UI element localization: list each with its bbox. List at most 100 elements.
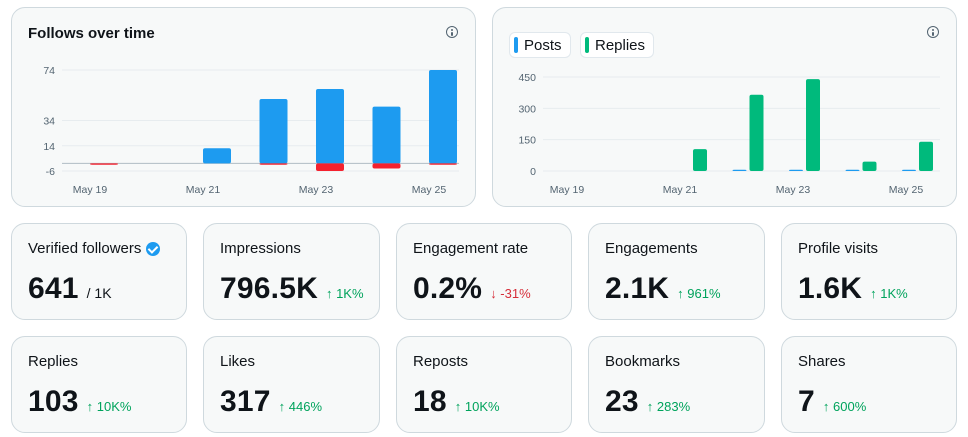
- follows-chart-card: Follows over time 74 34 14 -6 May 19 May 21 Ma…: [11, 7, 476, 207]
- follows-bar[interactable]: [429, 70, 457, 164]
- metric-delta: ↑ 446%: [278, 399, 323, 414]
- metric-profile-visits[interactable]: Profile visits 1.6K ↑ 1K%: [781, 223, 957, 320]
- info-icon[interactable]: [446, 26, 458, 38]
- y-tick-label: 150: [518, 135, 536, 147]
- x-tick-label: May 21: [663, 184, 698, 196]
- follows-chart-plot: 74 34 14 -6 May 19 May 21 May 23 May 25: [43, 65, 459, 196]
- y-tick-label: 14: [43, 141, 55, 153]
- y-tick-label: 300: [518, 103, 536, 115]
- metric-value: 2.1K: [605, 272, 670, 305]
- metric-value: 103: [28, 385, 79, 418]
- metric-replies[interactable]: Replies 103 ↑ 10K%: [11, 336, 187, 433]
- follows-chart-title: Follows over time: [28, 25, 155, 42]
- metric-value: 0.2%: [413, 272, 483, 305]
- posts-swatch: [514, 37, 518, 53]
- x-tick-label: May 25: [412, 184, 447, 196]
- metric-label: Impressions: [220, 240, 301, 257]
- replies-bar[interactable]: [806, 79, 820, 171]
- metric-goal: / 1K: [86, 285, 112, 301]
- legend-replies[interactable]: Replies: [580, 32, 655, 58]
- legend-posts-label: Posts: [524, 36, 562, 54]
- metric-value-row: 2.1K ↑ 961%: [605, 272, 721, 306]
- replies-bar[interactable]: [919, 141, 933, 171]
- metric-label: Engagements: [605, 240, 698, 257]
- verified-badge-icon: [146, 241, 161, 256]
- follows-bar[interactable]: [203, 148, 231, 164]
- unfollows-bar[interactable]: [90, 163, 118, 165]
- info-icon[interactable]: [927, 26, 939, 38]
- x-tick-label: May 25: [889, 184, 924, 196]
- metric-delta: ↓ -31%: [490, 286, 531, 301]
- metric-label-text: Verified followers: [28, 240, 142, 257]
- metric-label: Bookmarks: [605, 353, 681, 370]
- metric-delta: ↑ 10K%: [454, 399, 500, 414]
- metric-label: Verified followers: [28, 240, 161, 257]
- metric-likes[interactable]: Likes 317 ↑ 446%: [203, 336, 380, 433]
- metric-delta: ↑ 283%: [646, 399, 691, 414]
- metric-delta: ↑ 961%: [677, 286, 721, 301]
- x-tick-label: May 19: [550, 184, 585, 196]
- metric-value-row: 103 ↑ 10K%: [28, 385, 131, 419]
- metric-engagements[interactable]: Engagements 2.1K ↑ 961%: [588, 223, 765, 320]
- metric-delta: ↑ 1K%: [325, 286, 364, 301]
- metric-label: Likes: [220, 353, 256, 370]
- metric-value-row: 7 ↑ 600%: [798, 385, 866, 419]
- y-tick-label: 34: [43, 116, 55, 128]
- follows-bar[interactable]: [316, 88, 344, 164]
- activity-chart-card: Posts Replies 450 300 150 0 May 19 May 21 May …: [492, 7, 957, 207]
- metric-label: Engagement rate: [413, 240, 529, 257]
- follows-bar[interactable]: [259, 99, 288, 164]
- metric-verified-followers[interactable]: Verified followers 641 / 1K: [11, 223, 187, 320]
- metric-value-row: 23 ↑ 283%: [605, 385, 690, 419]
- replies-swatch: [585, 37, 589, 53]
- x-tick-label: May 21: [186, 184, 221, 196]
- metric-label: Profile visits: [798, 240, 879, 257]
- follows-bar[interactable]: [372, 106, 401, 164]
- x-tick-label: May 23: [776, 184, 811, 196]
- metric-value: 23: [605, 385, 639, 418]
- metric-value: 1.6K: [798, 272, 863, 305]
- metric-delta: ↑ 10K%: [86, 399, 132, 414]
- posts-bar[interactable]: [789, 169, 803, 171]
- unfollows-bar[interactable]: [372, 163, 401, 169]
- activity-chart-plot: 450 300 150 0 May 19 May 21 May 23 May 25: [518, 72, 940, 196]
- metric-value-row: 641 / 1K: [28, 272, 112, 306]
- metric-value-row: 796.5K ↑ 1K%: [220, 272, 364, 306]
- legend-replies-label: Replies: [595, 36, 646, 54]
- replies-bar[interactable]: [749, 94, 764, 171]
- metric-delta: ↑ 600%: [822, 399, 867, 414]
- y-tick-label: 74: [43, 65, 55, 77]
- metric-value-row: 0.2% ↓ -31%: [413, 272, 531, 306]
- metric-label: Replies: [28, 353, 79, 370]
- x-tick-label: May 23: [299, 184, 334, 196]
- metric-value: 641: [28, 272, 79, 305]
- metric-value: 317: [220, 385, 271, 418]
- legend-posts[interactable]: Posts: [509, 32, 571, 58]
- metric-value: 18: [413, 385, 447, 418]
- unfollows-bar[interactable]: [259, 163, 288, 165]
- metric-bookmarks[interactable]: Bookmarks 23 ↑ 283%: [588, 336, 765, 433]
- replies-bar[interactable]: [862, 161, 877, 171]
- metric-value-row: 1.6K ↑ 1K%: [798, 272, 908, 306]
- metric-impressions[interactable]: Impressions 796.5K ↑ 1K%: [203, 223, 380, 320]
- metric-delta: ↑ 1K%: [870, 286, 908, 301]
- metric-engagement-rate[interactable]: Engagement rate 0.2% ↓ -31%: [396, 223, 572, 320]
- metric-value: 7: [798, 385, 815, 418]
- x-tick-label: May 19: [73, 184, 108, 196]
- posts-bar[interactable]: [732, 169, 747, 171]
- metric-label: Shares: [798, 353, 846, 370]
- metric-value-row: 317 ↑ 446%: [220, 385, 322, 419]
- metric-shares[interactable]: Shares 7 ↑ 600%: [781, 336, 957, 433]
- y-tick-label: 450: [518, 72, 536, 84]
- posts-bar[interactable]: [845, 169, 860, 171]
- y-tick-label: 0: [530, 166, 536, 178]
- metric-value-row: 18 ↑ 10K%: [413, 385, 500, 419]
- unfollows-bar[interactable]: [429, 163, 457, 165]
- metric-reposts[interactable]: Reposts 18 ↑ 10K%: [396, 336, 572, 433]
- replies-bar[interactable]: [693, 149, 707, 171]
- unfollows-bar[interactable]: [316, 163, 344, 171]
- metric-value: 796.5K: [220, 272, 318, 305]
- posts-bar[interactable]: [902, 169, 916, 171]
- y-tick-label: -6: [46, 166, 55, 178]
- metric-label: Reposts: [413, 353, 469, 370]
